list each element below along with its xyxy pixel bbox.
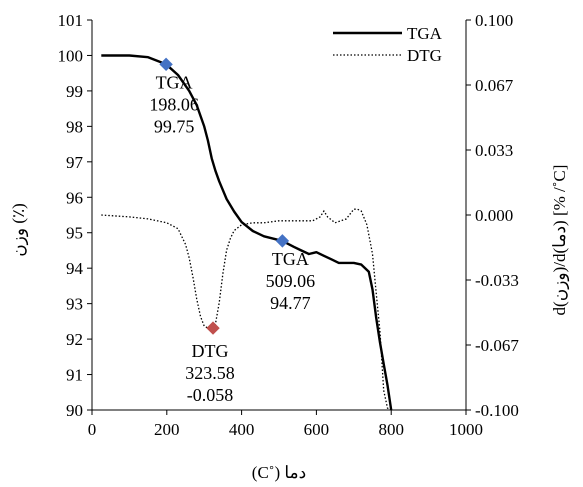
y-left-tick-label: 100: [58, 46, 84, 65]
y-axis-right-label: d(وزن)/d(دما) [% /˚C]: [550, 165, 570, 316]
y-left-tick-label: 91: [66, 366, 83, 385]
y-left-tick-label: 96: [66, 188, 83, 207]
x-axis-label: دما (˚C): [252, 463, 306, 482]
marker-label-tga-0: 99.75: [154, 116, 195, 136]
y-right-tick-label: -0.067: [475, 336, 519, 355]
y-left-tick-label: 99: [66, 82, 83, 101]
marker-label-tga-0: 198.06: [149, 94, 199, 114]
marker-label-tga-1: 94.77: [270, 293, 311, 313]
marker-label-dtg-2: 323.58: [185, 363, 235, 383]
y-right-tick-label: -0.100: [475, 401, 519, 420]
y-left-tick-label: 90: [66, 401, 83, 420]
axes-layer: 0 200 400 600 800 1000 90 91 92 93 94 95 96 97 98 99 100…: [9, 11, 570, 482]
series-line-tga: [101, 54, 393, 411]
y-left-tick-label: 101: [58, 11, 84, 30]
x-tick-label: 200: [154, 420, 180, 439]
y-right-tick-label: 0.067: [475, 76, 514, 95]
marker-label-tga-0: TGA: [156, 72, 193, 92]
y-left-tick-label: 97: [66, 153, 84, 172]
y-left-tick-label: 93: [66, 295, 83, 314]
y-right-tick-label: 0.000: [475, 206, 513, 225]
marker-label-dtg-2: -0.058: [187, 385, 234, 405]
marker-layer: TGA198.0699.75TGA509.0694.77DTG323.58-0.…: [149, 57, 316, 405]
marker-tga-0: [159, 57, 173, 72]
y-left-tick-label: 92: [66, 330, 83, 349]
y-left-tick-label: 98: [66, 117, 83, 136]
x-tick-label: 1000: [449, 420, 483, 439]
marker-tga-1: [275, 234, 290, 248]
x-tick-label: 0: [88, 420, 97, 439]
x-tick-label: 800: [378, 420, 404, 439]
legend: TGA DTG: [333, 24, 443, 65]
y-right-tick-label: 0.033: [475, 141, 513, 160]
marker-label-dtg-2: DTG: [192, 341, 229, 361]
marker-dtg-2: [206, 321, 220, 335]
x-tick-label: 400: [229, 420, 255, 439]
series-layer: [101, 54, 393, 411]
y-left-tick-label: 94: [66, 259, 84, 278]
y-axis-left-label: وزن (٪): [9, 203, 29, 257]
y-right-tick-label: 0.100: [475, 11, 513, 30]
x-tick-label: 600: [304, 420, 330, 439]
marker-label-tga-1: TGA: [272, 249, 309, 269]
legend-label-dtg: DTG: [407, 46, 442, 65]
marker-label-tga-1: 509.06: [266, 271, 316, 291]
series-line-dtg: [101, 208, 392, 411]
y-right-tick-label: -0.033: [475, 271, 519, 290]
legend-label-tga: TGA: [407, 24, 443, 43]
y-left-tick-label: 95: [66, 224, 83, 243]
